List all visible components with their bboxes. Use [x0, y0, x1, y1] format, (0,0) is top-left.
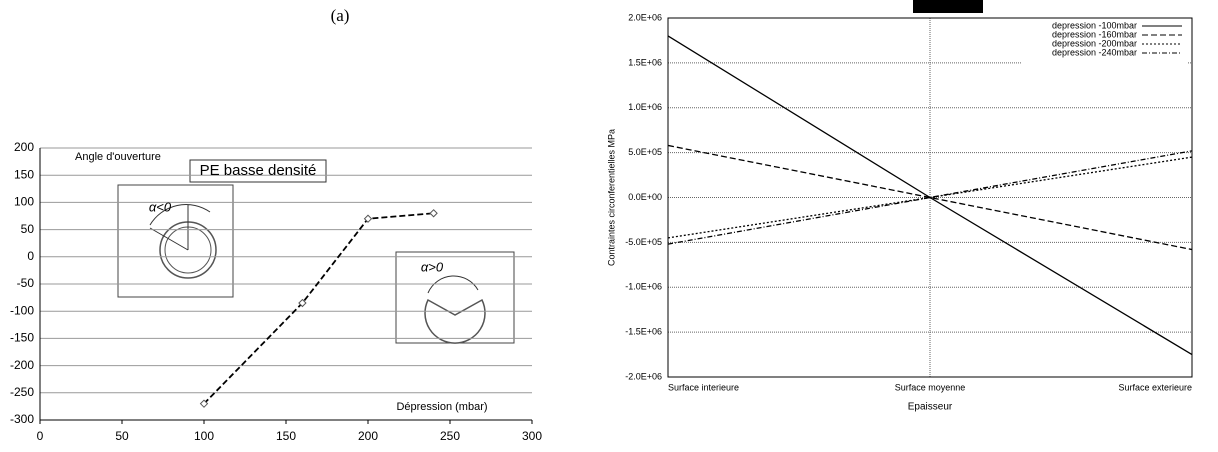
y-tick-label: -2.0E+06 [625, 371, 662, 381]
y-tick-label: -250 [10, 385, 34, 399]
x-tick-label: 250 [440, 429, 460, 443]
point-marker [298, 298, 307, 308]
y-tick-label: 150 [14, 167, 34, 181]
x-tick-label: Surface exterieure [1118, 382, 1192, 392]
legend-label: depression -100mbar [1052, 20, 1137, 30]
annotation: α>0 [421, 259, 444, 274]
y-tick-label: -1.0E+06 [625, 282, 662, 292]
axis-label: Contraintes circonferentielles MPa [606, 129, 616, 266]
chart-title: PE basse densité [200, 162, 317, 179]
legend-label: depression -200mbar [1052, 38, 1137, 48]
redaction [913, 0, 983, 13]
series-line [203, 212, 434, 405]
x-tick-label: 300 [522, 429, 542, 443]
ring [424, 298, 486, 344]
y-tick-label: -200 [10, 358, 34, 372]
title-box [189, 159, 327, 183]
y-tick-label: -300 [10, 412, 34, 426]
x-tick-label: 50 [115, 429, 129, 443]
y-tick-label: -50 [17, 276, 35, 290]
x-tick-label: Surface moyenne [895, 382, 966, 392]
y-tick-label: 2.0E+06 [628, 12, 662, 22]
panel-label: (a) [331, 6, 350, 25]
plot-frame [667, 17, 1193, 378]
legend-label: depression -160mbar [1052, 29, 1137, 39]
annotation: α<0 [149, 199, 172, 214]
point-marker [363, 214, 373, 223]
left-chart: (a) [117, 6, 515, 344]
x-tick-label: Surface interieure [668, 382, 739, 392]
x-tick-label: 0 [37, 429, 44, 443]
axis-label: Dépression (mbar) [396, 401, 487, 413]
y-tick-label: 1.5E+06 [628, 57, 662, 67]
y-tick-label: 200 [14, 140, 34, 154]
point-marker [199, 399, 209, 408]
axis-label: Angle d'ouverture [75, 151, 161, 163]
legend-box [1022, 20, 1188, 64]
legend-label: depression -240mbar [1052, 47, 1137, 57]
y-tick-label: -150 [10, 331, 34, 345]
y-tick-label: -1.5E+06 [625, 327, 662, 337]
x-tick-label: 100 [194, 429, 214, 443]
inset [395, 251, 515, 344]
y-tick-label: 0 [27, 249, 34, 263]
series-line [667, 156, 1193, 239]
inset [117, 184, 234, 298]
x-tick-label: 200 [358, 429, 378, 443]
y-tick-label: 50 [21, 222, 35, 236]
x-tick-label: 150 [276, 429, 296, 443]
point-marker [429, 209, 438, 218]
series-line [667, 150, 1193, 245]
y-tick-label: 100 [14, 195, 34, 209]
y-tick-label: -100 [10, 303, 34, 317]
angle [149, 204, 211, 251]
y-tick-label: 0.0E+00 [628, 192, 662, 202]
axis-label: Epaisseur [908, 402, 953, 413]
y-tick-label: 5.0E+05 [628, 147, 662, 157]
y-tick-label: 1.0E+06 [628, 102, 662, 112]
y-tick-label: -5.0E+05 [625, 237, 662, 247]
series-line [667, 144, 1193, 251]
